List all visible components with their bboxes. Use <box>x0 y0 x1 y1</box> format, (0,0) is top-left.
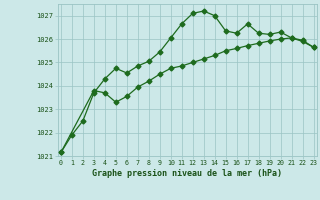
X-axis label: Graphe pression niveau de la mer (hPa): Graphe pression niveau de la mer (hPa) <box>92 169 282 178</box>
